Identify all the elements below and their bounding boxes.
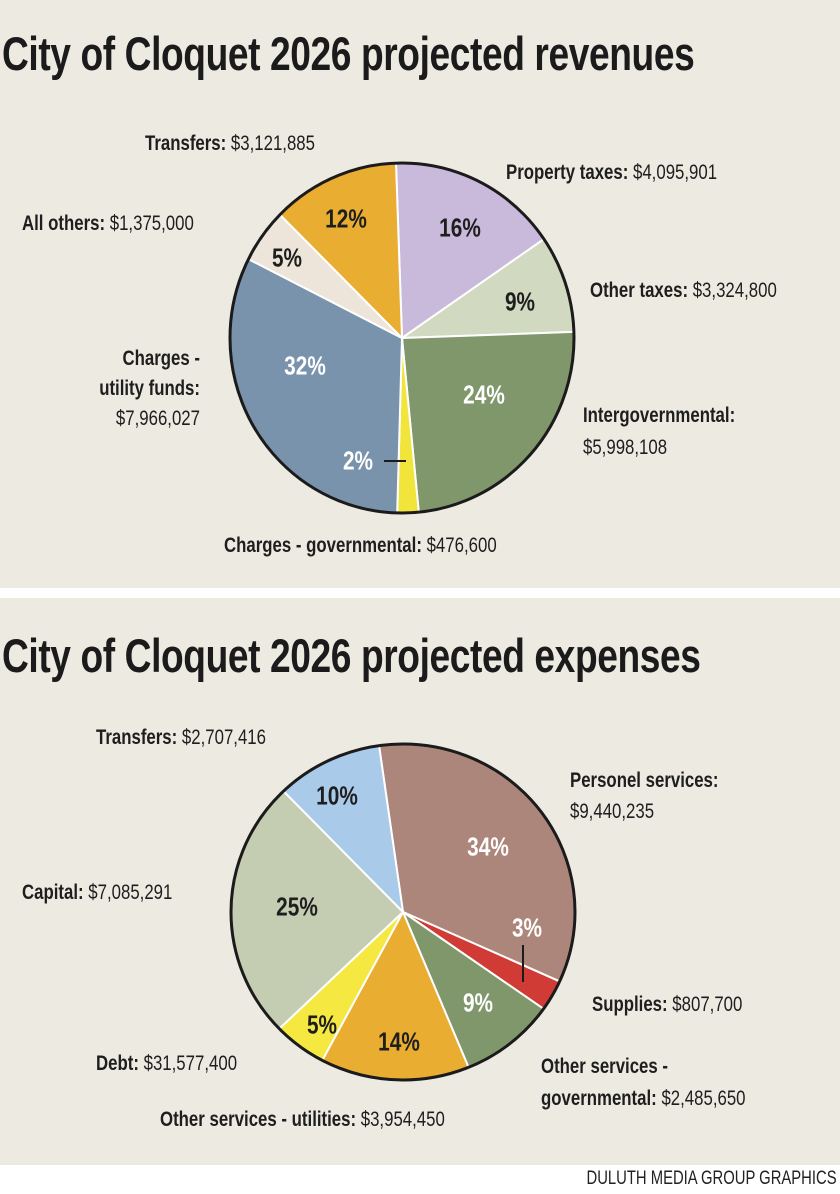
slice-label: Intergovernmental: [583,404,736,427]
slice-label: Other services - [541,1055,669,1078]
slice-label: All others: [22,212,106,235]
slice-value: $31,577,400 [143,1052,238,1075]
pct-charges-governmental: 2% [342,445,374,476]
label-charges-utility-funds: Charges - utility funds: $7,966,027 [99,344,200,434]
slice-label: Personel services: [570,769,719,792]
slice-value: $9,440,235 [570,800,655,823]
slice-label: Other taxes: [590,279,689,302]
slice-label: governmental: [541,1087,657,1110]
slice-label: utility funds: [99,377,200,400]
credit-footer: DULUTH MEDIA GROUP GRAPHICS [586,1168,837,1189]
label-transfers-revenue: Transfers: $3,121,885 [145,132,315,156]
pct-other-services-utilities: 14% [378,1026,420,1057]
pct-all-others: 5% [271,242,303,273]
expenses-pie [229,742,577,1082]
label-all-others: All others: $1,375,000 [22,212,194,236]
pct-intergovernmental: 24% [463,379,505,410]
slice-label: Charges - [122,347,200,370]
pct-transfers-expense: 10% [316,780,358,811]
label-other-services-utilities: Other services - utilities: $3,954,450 [160,1108,445,1132]
slice-value: $7,085,291 [88,881,173,904]
slice-value: $3,954,450 [360,1108,445,1131]
pie-slice [400,330,575,514]
slice-value: $3,121,885 [230,132,315,155]
pct-supplies: 3% [511,912,543,943]
label-property-taxes: Property taxes: $4,095,901 [506,161,717,185]
slice-label: Transfers: [96,726,178,749]
label-supplies: Supplies: $807,700 [592,993,742,1017]
slice-label: Capital: [22,881,84,904]
pct-debt: 5% [306,1009,338,1040]
revenues-pie [228,161,576,515]
pct-other-services-governmental: 9% [462,987,494,1018]
slice-value: $4,095,901 [633,161,718,184]
pie-outline [229,742,577,1082]
slice-label: Charges - governmental: [224,534,422,557]
label-charges-governmental: Charges - governmental: $476,600 [224,534,497,558]
slice-value: $807,700 [672,993,743,1016]
slice-value: $7,966,027 [115,407,200,430]
slice-label: Other services - utilities: [160,1108,357,1131]
label-intergovernmental: Intergovernmental: $5,998,108 [583,400,735,464]
pct-charges-utility-funds: 32% [284,350,326,381]
label-other-taxes: Other taxes: $3,324,800 [590,279,777,303]
label-personel-services: Personel services: $9,440,235 [570,765,719,827]
slice-label: Property taxes: [506,161,629,184]
slice-value: $3,324,800 [692,279,777,302]
pct-other-taxes: 9% [504,286,536,317]
slice-value: $5,998,108 [583,436,668,459]
pct-capital: 25% [276,891,318,922]
slice-label: Transfers: [145,132,227,155]
revenues-title: City of Cloquet 2026 projected revenues [2,27,695,80]
pct-property-taxes: 16% [439,212,481,243]
pct-transfers-revenue: 12% [325,203,367,234]
label-capital: Capital: $7,085,291 [22,881,172,905]
label-debt: Debt: $31,577,400 [96,1052,237,1076]
slice-value: $2,485,650 [661,1087,746,1110]
pie-outline [228,161,576,515]
slice-value: $2,707,416 [181,726,266,749]
slice-value: $476,600 [426,534,497,557]
slice-value: $1,375,000 [109,212,194,235]
label-transfers-expense: Transfers: $2,707,416 [96,726,266,750]
slice-label: Supplies: [592,993,668,1016]
slice-label: Debt: [96,1052,139,1075]
expenses-title: City of Cloquet 2026 projected expenses [2,629,701,682]
pct-personel-services: 34% [467,831,509,862]
label-other-services-governmental: Other services - governmental: $2,485,650 [541,1051,746,1115]
